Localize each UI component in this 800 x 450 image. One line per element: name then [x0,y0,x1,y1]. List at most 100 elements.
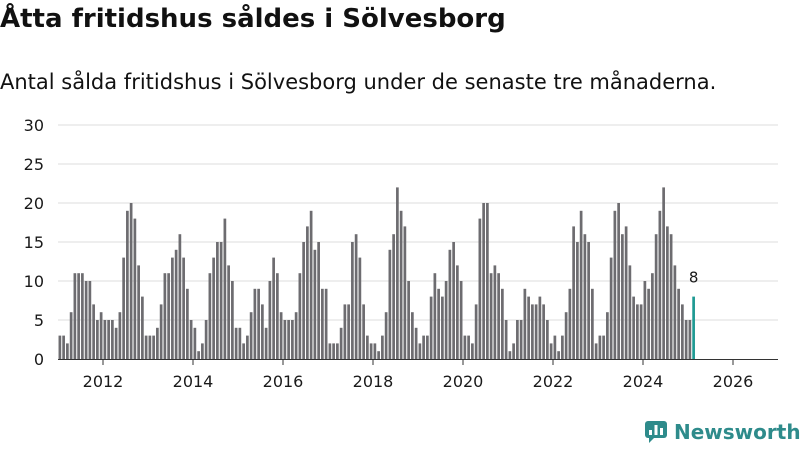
bar [216,242,219,359]
bar [373,343,377,359]
bar [414,327,418,359]
bar [328,343,332,359]
bar [598,335,602,359]
bar [204,320,208,359]
bar [118,312,122,359]
bar [279,312,283,359]
bar [126,210,129,359]
bar [272,257,275,359]
bar [523,288,527,359]
bar [174,249,178,359]
bar [73,273,77,359]
x-tick-label: 2026 [713,372,754,391]
bar [381,335,384,359]
bar [336,343,339,359]
bar [617,203,620,359]
bar [384,312,388,359]
bar [257,288,260,359]
bar [527,296,530,359]
bar [193,327,197,359]
bar [534,304,538,359]
y-axis-ticks: 0 5 10 15 20 25 30 [24,116,44,369]
y-tick-label: 15 [24,233,44,252]
bar [632,296,635,359]
bar [81,273,84,359]
bar [677,288,680,359]
bar [564,312,568,359]
bar [576,242,579,359]
bar [234,327,238,359]
bar [583,234,587,359]
bar [474,304,478,359]
bar [568,288,572,359]
bar [493,265,497,359]
bar [283,320,287,359]
bar [324,288,328,359]
bar [167,273,170,359]
bar [561,335,564,359]
bar [422,335,425,359]
bar [396,187,399,359]
bar [669,234,673,359]
bar [602,335,605,359]
bar [501,288,504,359]
bar [152,335,155,359]
bar [178,234,182,359]
chart-title: Åtta fritidshus såldes i Sölvesborg [0,4,506,34]
bar [411,312,414,359]
bar [388,249,392,359]
bar [624,226,628,359]
y-tick-label: 30 [24,116,44,135]
bar [332,343,335,359]
bar [58,335,62,359]
bar [227,265,230,359]
bar [302,242,305,359]
bar [639,304,643,359]
bar [317,242,320,359]
bar [171,257,174,359]
bar [579,210,583,359]
bar [182,257,185,359]
bar [613,210,617,359]
bar [542,304,545,359]
y-tick-label: 20 [24,194,44,213]
bar [212,257,215,359]
bar [688,320,692,359]
bar [156,327,159,359]
bar [111,320,114,359]
bar [433,273,437,359]
bar [658,210,662,359]
bar [366,335,369,359]
bar [354,234,358,359]
bar [223,218,227,359]
bar [137,265,140,359]
bar [306,226,309,359]
latest-value-label: 8 [689,269,699,287]
bar [643,281,647,359]
bar [231,281,234,359]
bar [591,288,594,359]
bar [684,320,688,359]
gridlines [58,124,778,321]
bar [463,335,467,359]
y-tick-label: 25 [24,155,44,174]
bar [392,234,395,359]
bar [62,335,65,359]
bar [621,234,624,359]
y-tick-label: 10 [24,272,44,291]
bar [531,304,534,359]
bar [647,288,650,359]
bar [459,281,463,359]
bar [309,210,313,359]
bar [516,320,519,359]
bar [399,210,403,359]
bar [504,320,508,359]
bar [66,343,69,359]
bar [144,335,148,359]
bar [208,273,212,359]
bar [508,351,512,359]
bar [512,343,515,359]
bar [444,281,448,359]
bar [114,327,118,359]
